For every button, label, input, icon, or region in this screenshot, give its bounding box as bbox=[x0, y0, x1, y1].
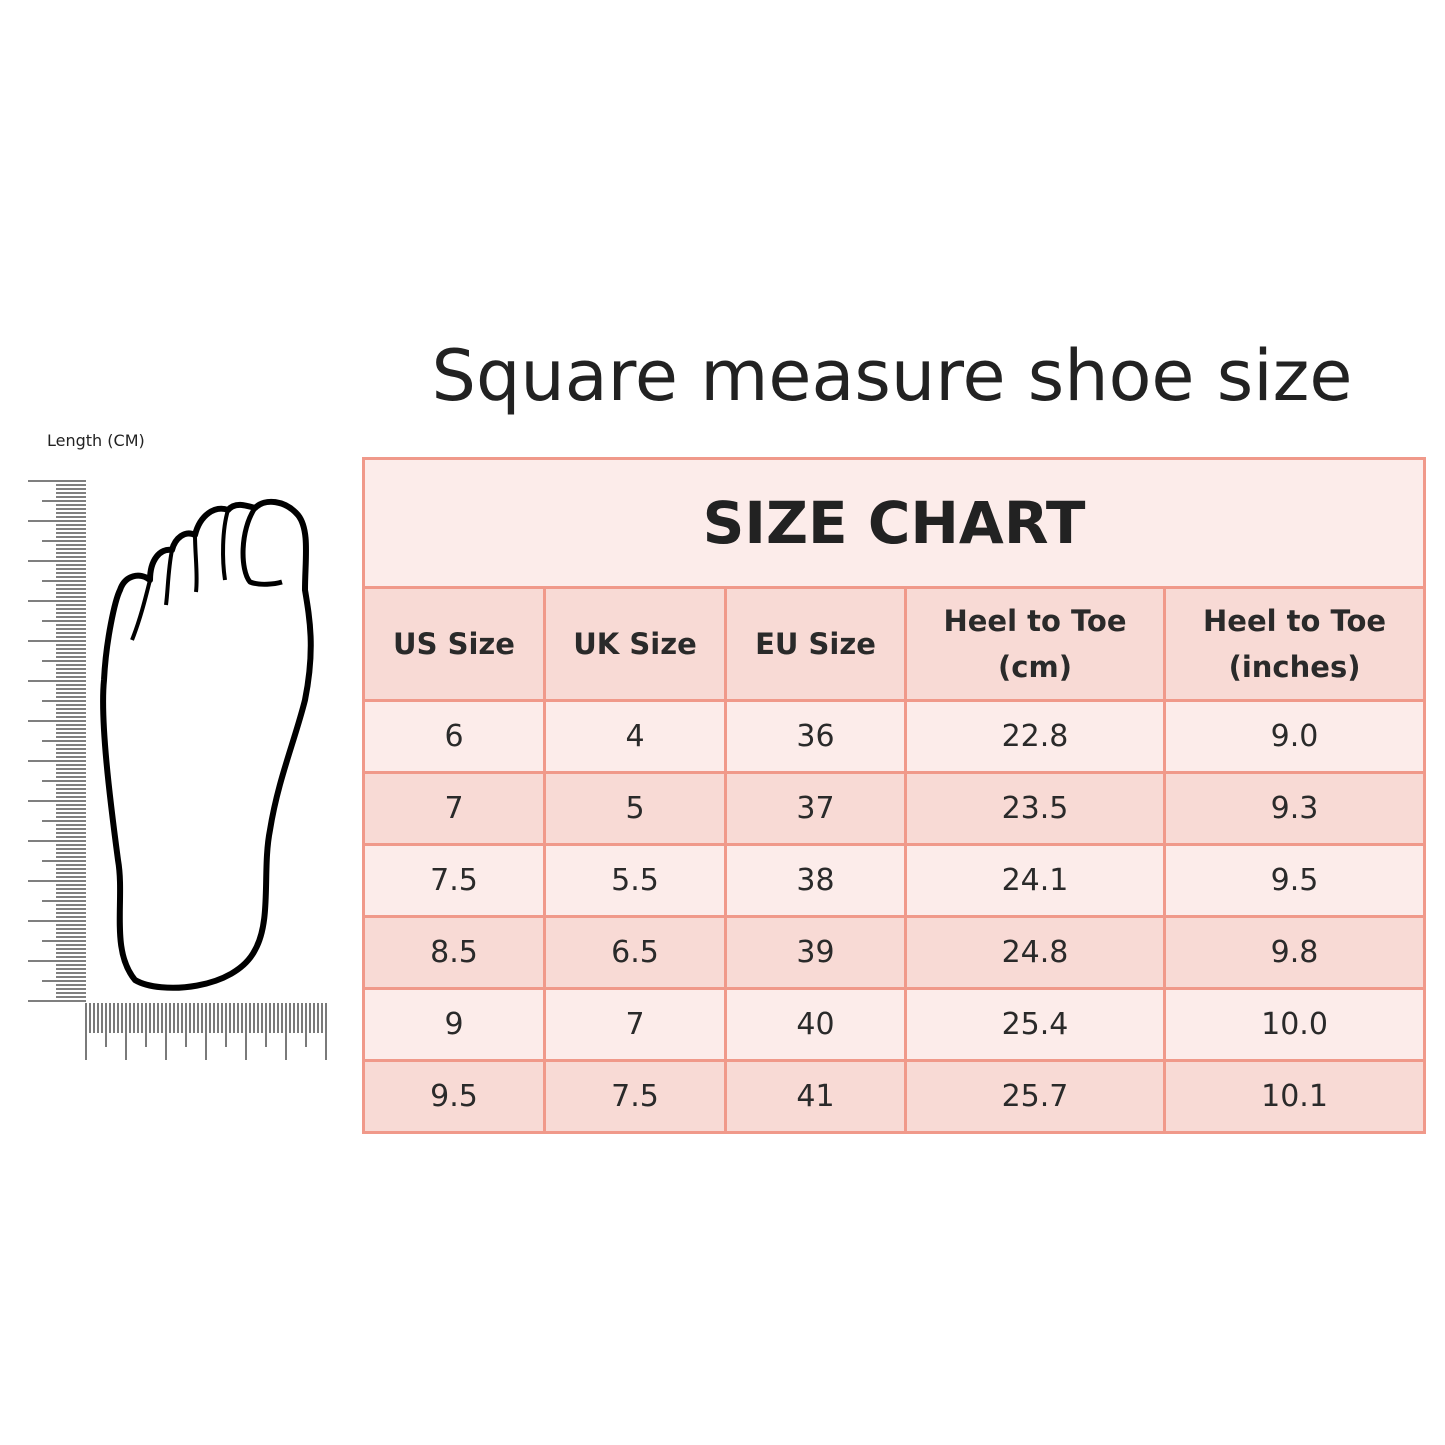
header-row: US Size UK Size EU Size Heel to Toe (cm) … bbox=[362, 585, 1427, 702]
table-cell: 9.0 bbox=[1162, 698, 1427, 774]
size-chart-table: SIZE CHART US Size UK Size EU Size Heel … bbox=[361, 457, 1427, 1135]
table-cell: 23.5 bbox=[904, 770, 1166, 846]
table-cell: 4 bbox=[543, 698, 727, 774]
table-cell: 6 bbox=[362, 698, 546, 774]
ruler-icon bbox=[28, 480, 86, 1002]
table-cell: 8.5 bbox=[362, 914, 546, 990]
table-row: 9.5 7.5 41 25.7 10.1 bbox=[362, 1058, 1427, 1135]
table-cell: 41 bbox=[724, 1058, 907, 1135]
column-header-heel-toe-cm: Heel to Toe (cm) bbox=[904, 585, 1166, 702]
table-cell: 9.5 bbox=[1162, 842, 1427, 918]
table-cell: 39 bbox=[724, 914, 907, 990]
table-row: 8.5 6.5 39 24.8 9.8 bbox=[362, 914, 1427, 990]
table-row: 6 4 36 22.8 9.0 bbox=[362, 698, 1427, 774]
table-cell: 7 bbox=[362, 770, 546, 846]
table-cell: 25.7 bbox=[904, 1058, 1166, 1135]
ruler-horizontal-icon bbox=[85, 1003, 327, 1060]
length-label: Length (CM) bbox=[47, 431, 145, 450]
table-cell: 9.8 bbox=[1162, 914, 1427, 990]
table-cell: 36 bbox=[724, 698, 907, 774]
table-row: 7 5 37 23.5 9.3 bbox=[362, 770, 1427, 846]
table-cell: 7.5 bbox=[362, 842, 546, 918]
table-cell: 5.5 bbox=[543, 842, 727, 918]
table-cell: 5 bbox=[543, 770, 727, 846]
table-cell: 9.5 bbox=[362, 1058, 546, 1135]
table-cell: 7 bbox=[543, 986, 727, 1062]
foot-outline-icon bbox=[100, 498, 314, 991]
column-header-uk-size: UK Size bbox=[543, 585, 727, 702]
size-chart-title: SIZE CHART bbox=[361, 457, 1427, 589]
table-cell: 10.1 bbox=[1162, 1058, 1427, 1135]
table-cell: 9.3 bbox=[1162, 770, 1427, 846]
table-cell: 22.8 bbox=[904, 698, 1166, 774]
column-header-heel-toe-inches: Heel to Toe (inches) bbox=[1162, 585, 1427, 702]
table-cell: 40 bbox=[724, 986, 907, 1062]
page-title: Square measure shoe size bbox=[431, 335, 1353, 417]
foot-ruler-illustration bbox=[28, 480, 327, 1060]
table-cell: 24.1 bbox=[904, 842, 1166, 918]
column-header-eu-size: EU Size bbox=[724, 585, 907, 702]
column-header-us-size: US Size bbox=[362, 585, 546, 702]
table-cell: 6.5 bbox=[543, 914, 727, 990]
table-cell: 37 bbox=[724, 770, 907, 846]
table-cell: 24.8 bbox=[904, 914, 1166, 990]
table-cell: 25.4 bbox=[904, 986, 1166, 1062]
table-row: 9 7 40 25.4 10.0 bbox=[362, 986, 1427, 1062]
table-cell: 7.5 bbox=[543, 1058, 727, 1135]
table-cell: 38 bbox=[724, 842, 907, 918]
table-row: 7.5 5.5 38 24.1 9.5 bbox=[362, 842, 1427, 918]
table-cell: 10.0 bbox=[1162, 986, 1427, 1062]
table-cell: 9 bbox=[362, 986, 546, 1062]
